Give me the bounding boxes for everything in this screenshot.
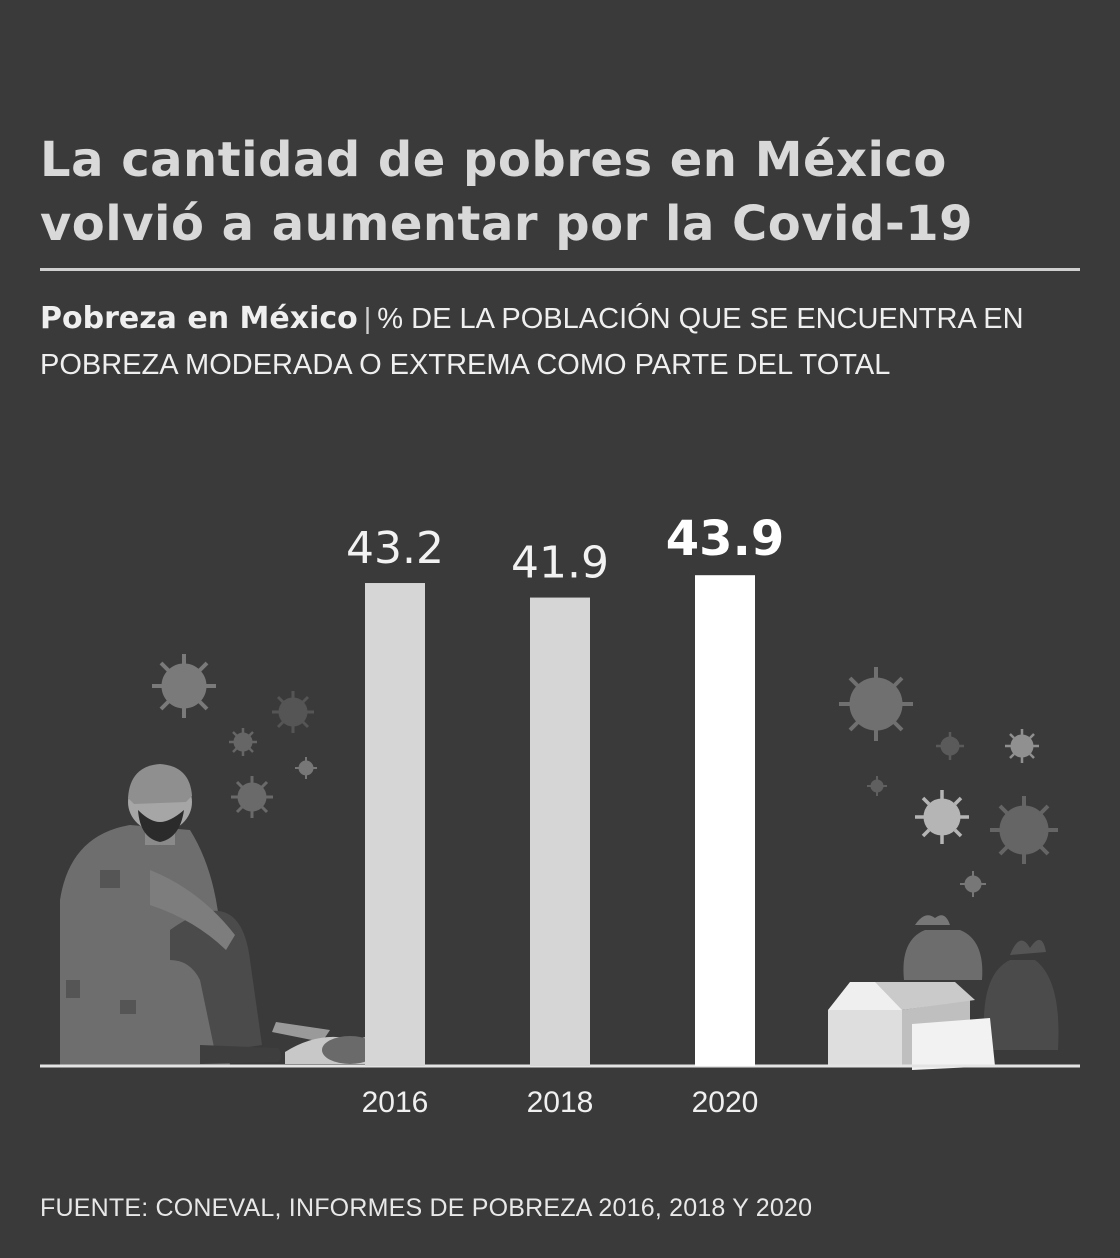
virus-icon — [990, 796, 1058, 864]
category-labels-group: 2016 2018 2020 — [362, 1086, 759, 1119]
virus-icon-group-right — [839, 667, 1058, 897]
person-illustration — [60, 764, 420, 1066]
subtitle-line-2: POBREZA MODERADA O EXTREMA COMO PARTE DE… — [40, 349, 891, 381]
bar-2016 — [365, 583, 425, 1066]
bar-2018 — [530, 597, 590, 1066]
category-label-2016: 2016 — [362, 1086, 429, 1119]
chart-title-line-2: volvió a aumentar por la Covid-19 — [40, 196, 974, 252]
virus-icon — [272, 691, 314, 733]
source-note: FUENTE: CONEVAL, INFORMES DE POBREZA 201… — [40, 1194, 813, 1222]
virus-icon — [152, 654, 216, 718]
chart-title-line-1: La cantidad de pobres en México — [40, 132, 947, 188]
subtitle-separator: | — [363, 303, 372, 335]
subtitle-bold: Pobreza en México — [40, 301, 358, 336]
bars-group — [365, 575, 755, 1066]
virus-icon — [960, 871, 986, 897]
virus-icon — [229, 728, 257, 756]
chart-title: La cantidad de pobres en México volvió a… — [40, 128, 1090, 256]
value-labels-group: 43.2 41.9 43.9 — [346, 511, 784, 588]
virus-icon — [231, 776, 273, 818]
bar-2020 — [695, 575, 755, 1066]
value-label-2016: 43.2 — [346, 523, 444, 574]
category-label-2020: 2020 — [692, 1086, 759, 1119]
virus-icon — [936, 732, 964, 760]
virus-icon — [839, 667, 913, 741]
category-label-2018: 2018 — [527, 1086, 594, 1119]
virus-icon — [867, 776, 887, 796]
virus-icon — [295, 757, 317, 779]
value-label-2020: 43.9 — [666, 511, 784, 567]
virus-icon-group-left — [152, 654, 317, 818]
bags-and-box-illustration — [828, 915, 1059, 1070]
title-divider — [40, 268, 1080, 271]
virus-icon — [1005, 729, 1039, 763]
chart-subtitle: Pobreza en México |% DE LA POBLACIÓN QUE … — [40, 296, 1100, 388]
value-label-2018: 41.9 — [511, 538, 609, 589]
subtitle-line-1: % DE LA POBLACIÓN QUE SE ENCUENTRA EN — [377, 303, 1024, 335]
virus-icon — [915, 790, 969, 844]
